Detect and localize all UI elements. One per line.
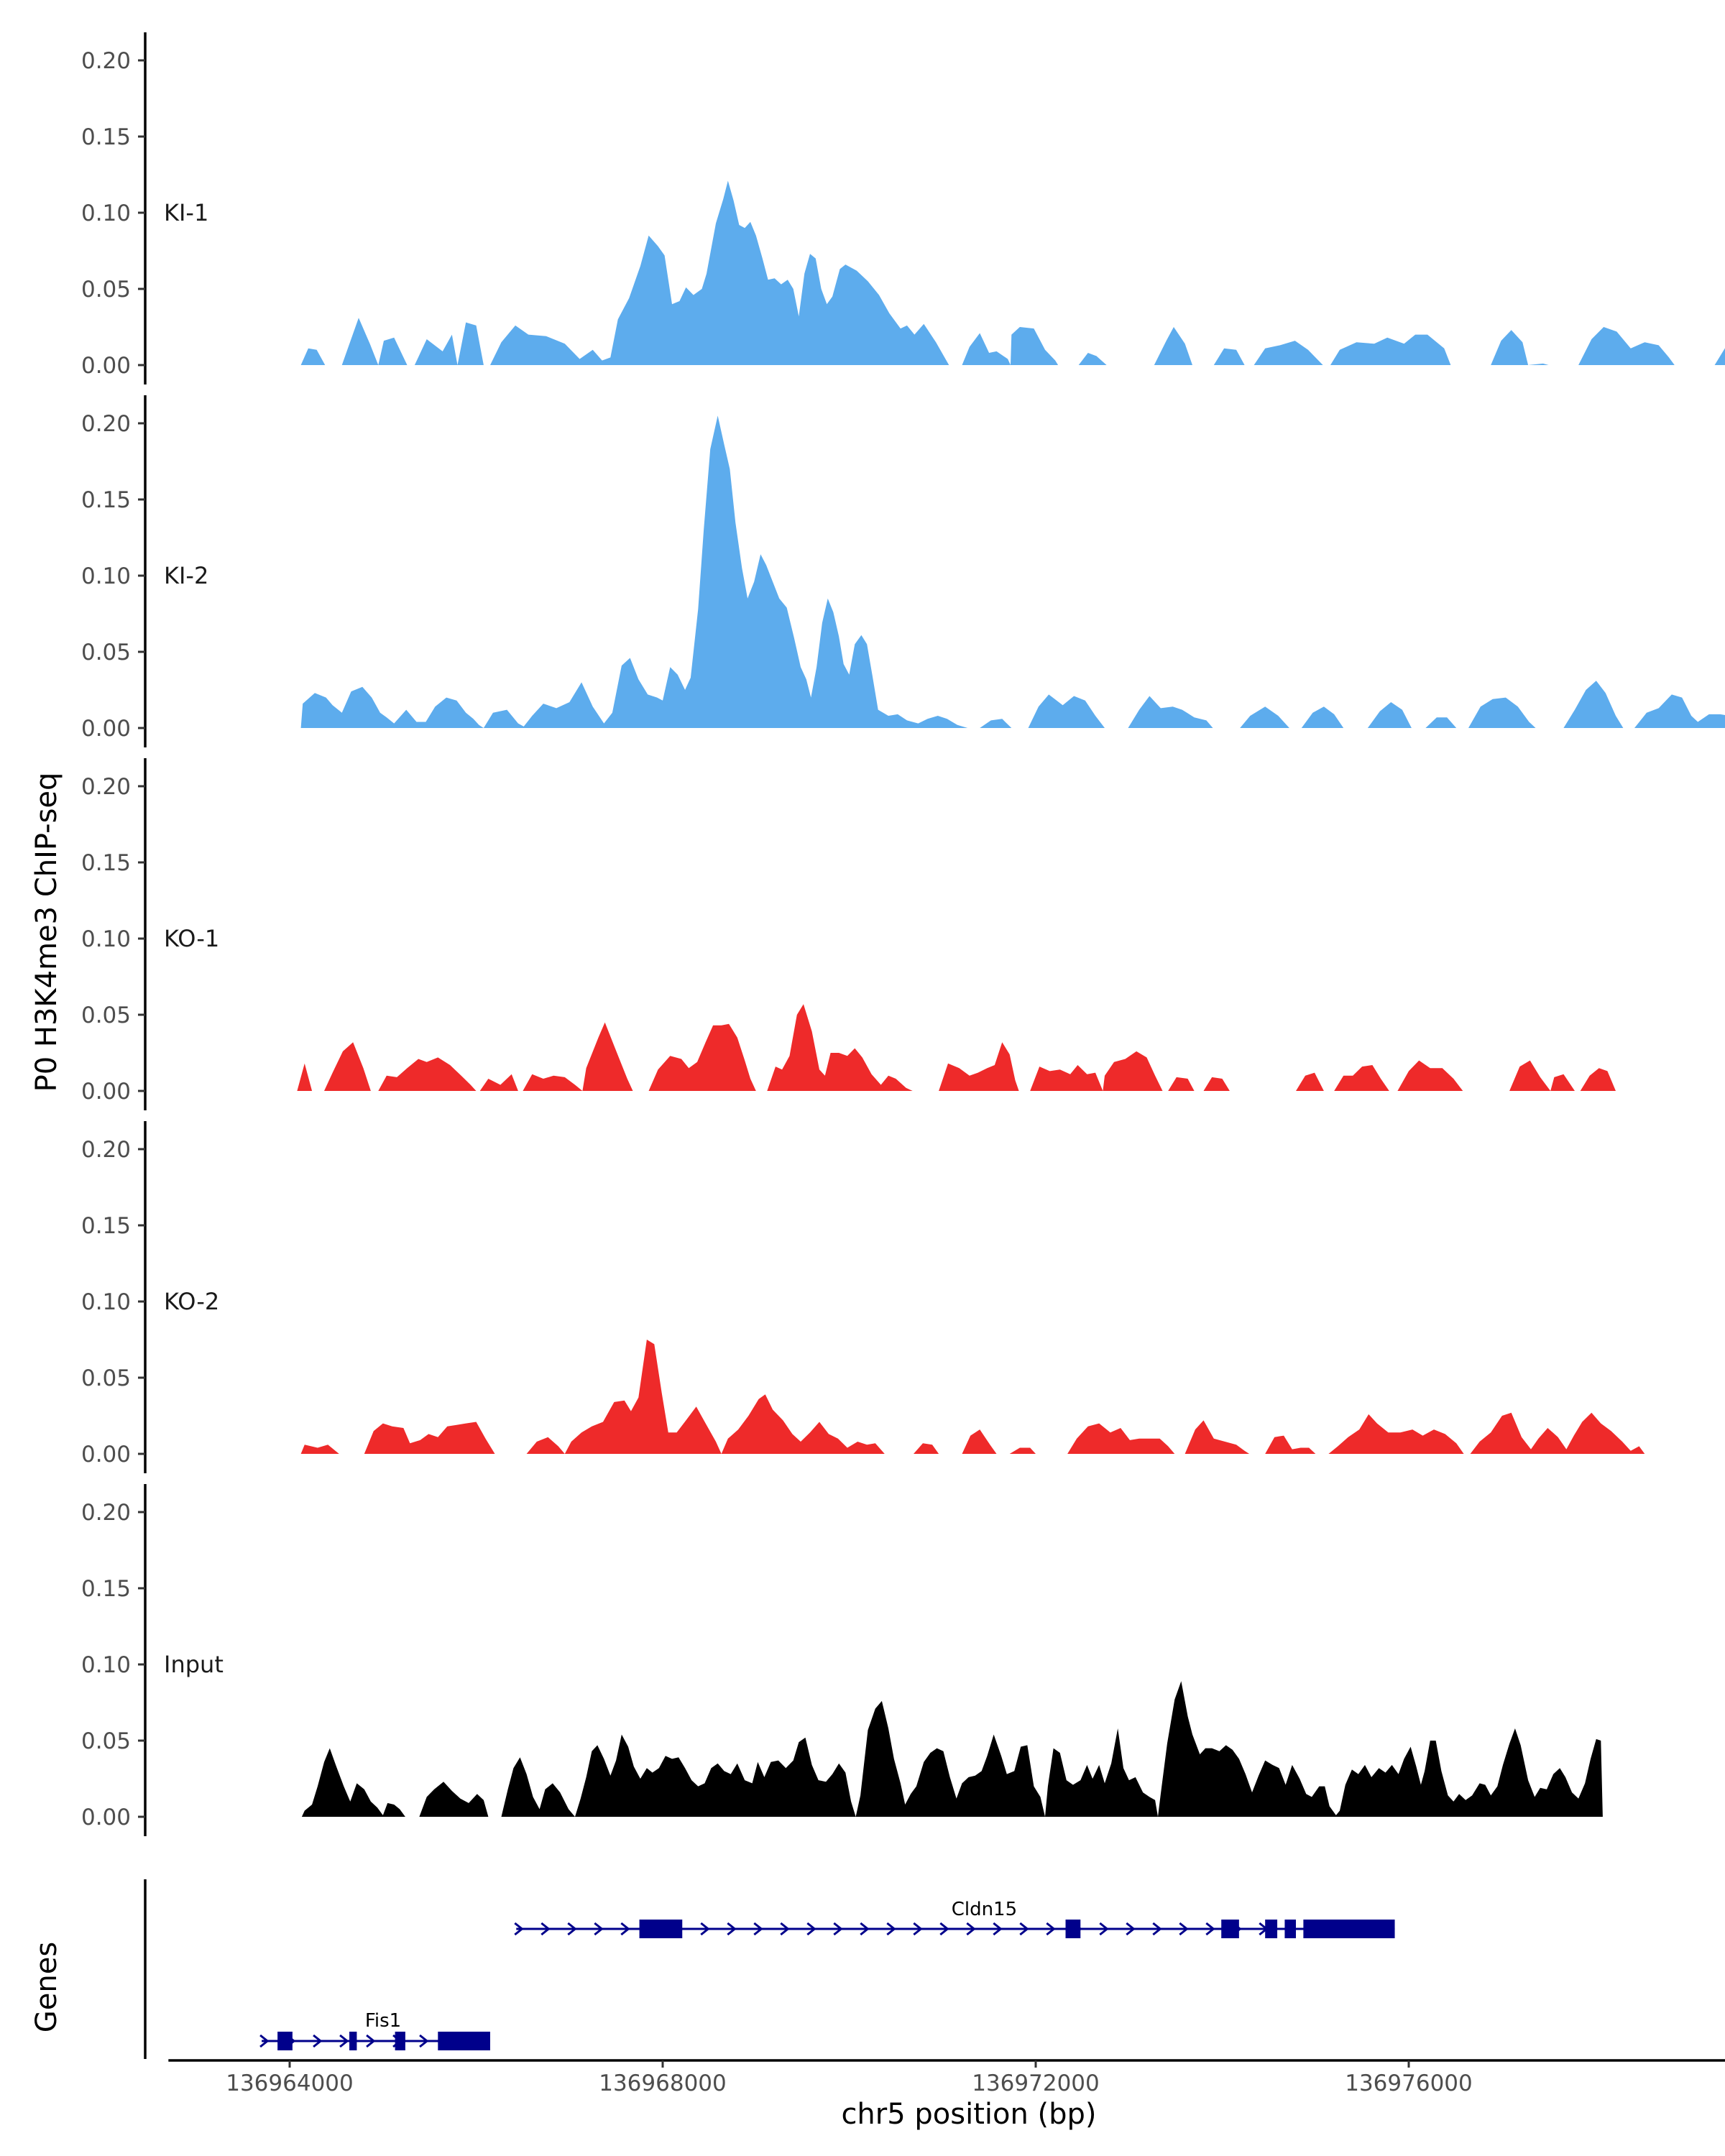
strand-arrow: [1179, 1922, 1189, 1936]
track-label: KO-1: [164, 925, 219, 952]
y-tick-label: 0.15: [81, 124, 131, 150]
strand-arrow: [1099, 1922, 1109, 1936]
x-tick-label: 136972000: [972, 2070, 1100, 2096]
y-tick-label: 0.10: [81, 563, 131, 589]
gene-label: Cldn15: [952, 1899, 1017, 1920]
x-axis-title: chr5 position (bp): [841, 2098, 1096, 2131]
exon: [1265, 1920, 1278, 1938]
y-tick-label: 0.05: [81, 1365, 131, 1391]
strand-arrow: [313, 2034, 323, 2048]
x-tick-label: 136964000: [226, 2070, 354, 2096]
strand-arrow: [939, 1922, 949, 1936]
gene-label: Fis1: [365, 2010, 401, 2032]
track-ki-1: 0.00 0.05 0.10 0.15 0.20 KI-1: [81, 32, 1725, 384]
y-tick-label: 0.00: [81, 1805, 131, 1830]
y-tick-label: 0.05: [81, 640, 131, 665]
x-axis: 136964000 136968000 136972000 136976000: [168, 2059, 1725, 2096]
exon: [395, 2032, 405, 2050]
y-tick-label: 0.00: [81, 716, 131, 742]
strand-arrow: [514, 1922, 524, 1936]
strand-arrow: [860, 1922, 870, 1936]
track-label: KO-2: [164, 1288, 219, 1315]
exon: [1221, 1920, 1239, 1938]
track-label: Input: [164, 1651, 224, 1678]
strand-arrow: [1205, 1922, 1215, 1936]
strand-arrow: [366, 2034, 376, 2048]
strand-arrow: [753, 1922, 763, 1936]
strand-arrow: [966, 1922, 976, 1936]
y-tick-label: 0.05: [81, 1003, 131, 1028]
y-tick-label: 0.00: [81, 353, 131, 379]
exon: [639, 1920, 683, 1938]
strand-arrow: [700, 1922, 710, 1936]
strand-arrow: [1019, 1922, 1029, 1936]
strand-arrow: [993, 1922, 1003, 1936]
strand-arrow: [259, 2034, 270, 2048]
track-ki-2: 0.00 0.05 0.10 0.15 0.20 KI-2: [81, 395, 1725, 747]
y-tick-label: 0.20: [81, 1137, 131, 1163]
signal-area: [297, 1004, 1616, 1091]
signal-area: [301, 1681, 1603, 1817]
y-tick-label: 0.15: [81, 850, 131, 876]
exon: [1284, 1920, 1297, 1938]
strand-arrow: [567, 1922, 577, 1936]
gene-track: Cldn15 Fis1: [144, 1879, 1395, 2059]
y-tick-label: 0.15: [81, 1213, 131, 1239]
y-tick-label: 0.20: [81, 48, 131, 74]
exon: [277, 2032, 293, 2050]
strand-arrow: [1126, 1922, 1136, 1936]
genes-axis-title: Genes: [30, 1942, 63, 2032]
y-axis-title: P0 H3K4me3 ChIP-seq: [30, 773, 63, 1092]
signal-area: [300, 1340, 1645, 1454]
exon: [438, 2032, 490, 2050]
strand-arrow: [833, 1922, 843, 1936]
y-tick-label: 0.15: [81, 1576, 131, 1602]
y-tick-label: 0.00: [81, 1442, 131, 1468]
x-tick-label: 136976000: [1345, 2070, 1473, 2096]
strand-arrow: [339, 2034, 349, 2048]
strand-arrow: [727, 1922, 737, 1936]
gene-fis1: Fis1: [259, 2010, 490, 2050]
strand-arrow: [913, 1922, 923, 1936]
strand-arrow: [620, 1922, 630, 1936]
y-tick-label: 0.10: [81, 201, 131, 226]
y-tick-label: 0.20: [81, 774, 131, 800]
strand-arrow: [419, 2034, 429, 2048]
track-ko-1: 0.00 0.05 0.10 0.15 0.20 KO-1: [81, 758, 1616, 1110]
exon: [1303, 1920, 1395, 1938]
y-tick-label: 0.10: [81, 1289, 131, 1315]
strand-arrow: [780, 1922, 790, 1936]
track-input: 0.00 0.05 0.10 0.15 0.20 Input: [81, 1484, 1603, 1836]
strand-arrow: [540, 1922, 551, 1936]
y-tick-label: 0.20: [81, 1500, 131, 1526]
y-tick-label: 0.10: [81, 1652, 131, 1678]
exon: [349, 2032, 357, 2050]
strand-arrow: [1152, 1922, 1162, 1936]
track-ko-2: 0.00 0.05 0.10 0.15 0.20 KO-2: [81, 1121, 1645, 1473]
signal-area: [300, 180, 1725, 365]
y-tick-label: 0.00: [81, 1079, 131, 1105]
track-label: KI-2: [164, 562, 208, 589]
strand-arrow: [886, 1922, 896, 1936]
signal-tracks: 0.00 0.05 0.10 0.15 0.20 KI-1 0.00 0.05 0.10 0.15…: [81, 32, 1725, 1836]
strand-arrow: [806, 1922, 816, 1936]
exon: [1065, 1920, 1081, 1938]
strand-arrow: [594, 1922, 604, 1936]
y-tick-label: 0.10: [81, 926, 131, 952]
y-tick-label: 0.15: [81, 487, 131, 513]
gene-cldn15: Cldn15: [514, 1899, 1395, 1938]
y-tick-label: 0.20: [81, 411, 131, 437]
x-tick-label: 136968000: [599, 2070, 727, 2096]
y-tick-label: 0.05: [81, 1728, 131, 1754]
y-tick-label: 0.05: [81, 277, 131, 303]
track-label: KI-1: [164, 199, 208, 226]
strand-arrow: [1046, 1922, 1056, 1936]
signal-area: [300, 415, 1725, 728]
